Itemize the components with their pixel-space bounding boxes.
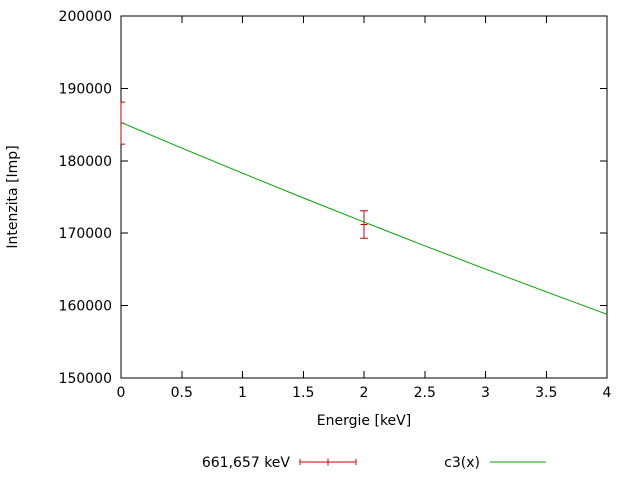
plot-border	[120, 15, 608, 379]
fit-line	[120, 121, 608, 315]
x-axis-label: Energie [keV]	[317, 413, 411, 429]
y-tick-label: 200000	[59, 9, 112, 25]
y-tick-label: 180000	[59, 154, 112, 170]
errorbar-point	[360, 210, 368, 239]
y-tick-label: 150000	[59, 371, 112, 387]
y-tick-label: 190000	[59, 81, 112, 97]
x-tick-label: 0.5	[171, 385, 193, 401]
x-tick-label: 3	[481, 385, 490, 401]
axes: 150000 160000 170000 180000 190000 200000 0 0.5…	[59, 9, 612, 401]
legend-label-fit-line: c3(x)	[444, 455, 480, 471]
x-tick-label: 2.5	[414, 385, 436, 401]
x-tick-label: 0	[117, 385, 126, 401]
y-tick-label: 170000	[59, 226, 112, 242]
x-tick-label: 3.5	[535, 385, 557, 401]
legend-label-errorbar-series: 661,657 keV	[202, 455, 291, 471]
y-axis-label: Intenzita [Imp]	[5, 145, 21, 248]
y-tick-label: 160000	[59, 299, 112, 315]
legend: 661,657 keV c3(x)	[202, 455, 546, 471]
x-tick-label: 1.5	[292, 385, 314, 401]
x-tick-label: 2	[360, 385, 369, 401]
x-tick-label: 4	[603, 385, 612, 401]
legend-errorbar-sample-icon	[299, 458, 357, 466]
x-tick-label: 1	[238, 385, 247, 401]
plot-series	[120, 101, 608, 315]
